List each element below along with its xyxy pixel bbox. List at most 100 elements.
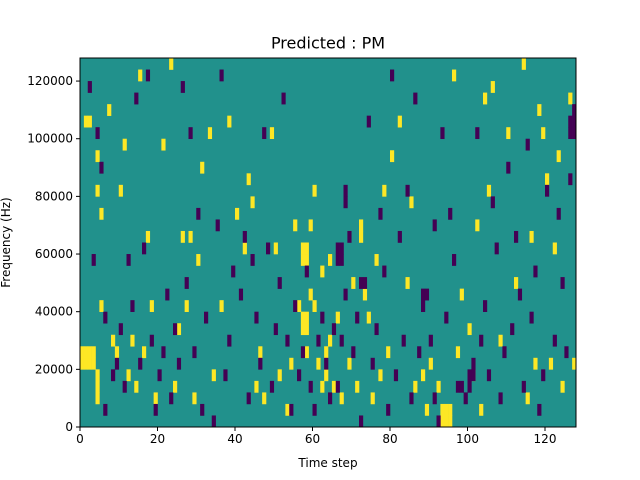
x-tick-label: 100 (456, 432, 479, 446)
heatmap-cell-high (80, 357, 85, 370)
heatmap-cell-high (366, 311, 371, 324)
heatmap-cell-low (359, 415, 364, 428)
heatmap-cell-high (83, 357, 89, 370)
heatmap-cell-low (467, 369, 472, 382)
heatmap-cell-high (300, 311, 306, 324)
heatmap-cell-high (99, 207, 104, 220)
heatmap-cell-low (471, 369, 476, 382)
heatmap-cell-low (91, 254, 96, 266)
heatmap-cell-low (366, 115, 371, 128)
heatmap-cell-low (153, 403, 158, 416)
heatmap-cell-high (568, 92, 573, 105)
heatmap-cell-low (486, 369, 492, 382)
heatmap-cell-high (200, 161, 205, 174)
heatmap-cell-low (192, 346, 197, 359)
heatmap-cell-high (514, 277, 519, 289)
plot-frame (79, 57, 577, 428)
heatmap-cell-low (103, 311, 108, 324)
heatmap-cell-high (300, 323, 306, 336)
heatmap-cell-high (490, 81, 495, 93)
heatmap-cell-low (362, 277, 368, 289)
heatmap-cell-high (545, 173, 550, 186)
heatmap-cell-low (328, 392, 333, 405)
heatmap-cell-high (537, 104, 542, 116)
y-tick-label: 40000 (35, 305, 73, 319)
heatmap-cell-high (355, 380, 360, 393)
heatmap-cell-low (463, 392, 468, 405)
heatmap-cell-low (510, 323, 515, 336)
heatmap-cell-low (200, 403, 205, 416)
heatmap-cell-low (401, 334, 406, 347)
heatmap-cell-high (312, 184, 317, 197)
heatmap-cell-low (161, 346, 166, 359)
y-tick-label: 120000 (27, 74, 73, 88)
heatmap-cell-low (111, 369, 116, 382)
heatmap-cell-low (572, 127, 577, 140)
heatmap-cell-high (529, 230, 534, 243)
heatmap-cell-high (118, 184, 123, 197)
heatmap-cell-high (262, 392, 267, 405)
heatmap-cell-low (455, 380, 461, 393)
heatmap-cell-low (552, 334, 557, 347)
heatmap-cell-high (211, 369, 216, 382)
x-axis-ticks: 0 20 40 60 80 100 120 (76, 427, 556, 446)
heatmap-cell-low (572, 115, 577, 128)
heatmap-cell-low (304, 265, 309, 278)
heatmap-cell-high (242, 242, 247, 255)
heatmap-cell-high (258, 346, 263, 359)
heatmap-cell-high (107, 104, 112, 116)
heatmap-cell-high (548, 357, 554, 370)
heatmap-cell-high (138, 69, 143, 82)
heatmap-cell-high (351, 277, 356, 289)
heatmap-cell-low (149, 334, 154, 347)
heatmap-cell-low (196, 207, 201, 220)
heatmap-cell-high (219, 300, 224, 312)
heatmap-cell-high (347, 357, 352, 370)
heatmap-cell-high (134, 380, 139, 393)
heatmap-cell-high (297, 300, 302, 312)
heatmap-cell-low (568, 115, 573, 128)
x-tick-label: 120 (534, 432, 557, 446)
heatmap-cell-low (324, 357, 329, 370)
heatmap-cell-low (134, 92, 139, 105)
heatmap-cell-high (300, 242, 306, 255)
heatmap-cell-high (207, 127, 213, 140)
heatmap-cell-low (564, 346, 569, 359)
heatmap-cell-low (331, 323, 337, 336)
heatmap-cell-low (417, 346, 422, 359)
heatmap-cell-low (99, 161, 104, 174)
heatmap-cell-low (432, 392, 437, 405)
heatmap-cell-low (238, 288, 244, 301)
heatmap-cell-high (126, 369, 131, 382)
heatmap-cell-high (386, 346, 391, 359)
heatmap-cell-high (335, 311, 340, 324)
heatmap-cell-low (173, 323, 178, 336)
heatmap-cell-low (490, 196, 495, 209)
heatmap-cell-high (370, 392, 375, 405)
heatmap-cell-high (459, 288, 464, 301)
heatmap-cell-high (293, 219, 298, 232)
heatmap-cell-low (343, 196, 348, 209)
heatmap-cell-high (246, 173, 251, 186)
heatmap-cell-low (118, 323, 123, 336)
heatmap-cell-low (343, 184, 348, 197)
heatmap-cell-low (188, 127, 193, 140)
heatmap-cell-high (91, 346, 96, 359)
heatmap-cell-low (339, 334, 344, 347)
heatmap-cell-low (459, 380, 464, 393)
heatmap-cell-low (498, 392, 503, 405)
heatmap-cell-high (149, 300, 154, 312)
heatmap-cell-high (192, 392, 197, 405)
heatmap-cell-high (359, 219, 364, 232)
heatmap-cell-low (494, 242, 499, 255)
x-axis-label: Time step (297, 456, 357, 470)
heatmap-cell-high (378, 369, 383, 382)
heatmap-cell-high (95, 150, 100, 163)
heatmap-cell-low (506, 161, 511, 174)
heatmap-cell-high (324, 346, 329, 359)
heatmap-cell-high (196, 254, 201, 266)
heatmap-cell-high (122, 138, 127, 151)
heatmap-cell-high (444, 415, 449, 428)
heatmap-cell-high (130, 334, 135, 347)
heatmap-cell-high (99, 300, 104, 312)
